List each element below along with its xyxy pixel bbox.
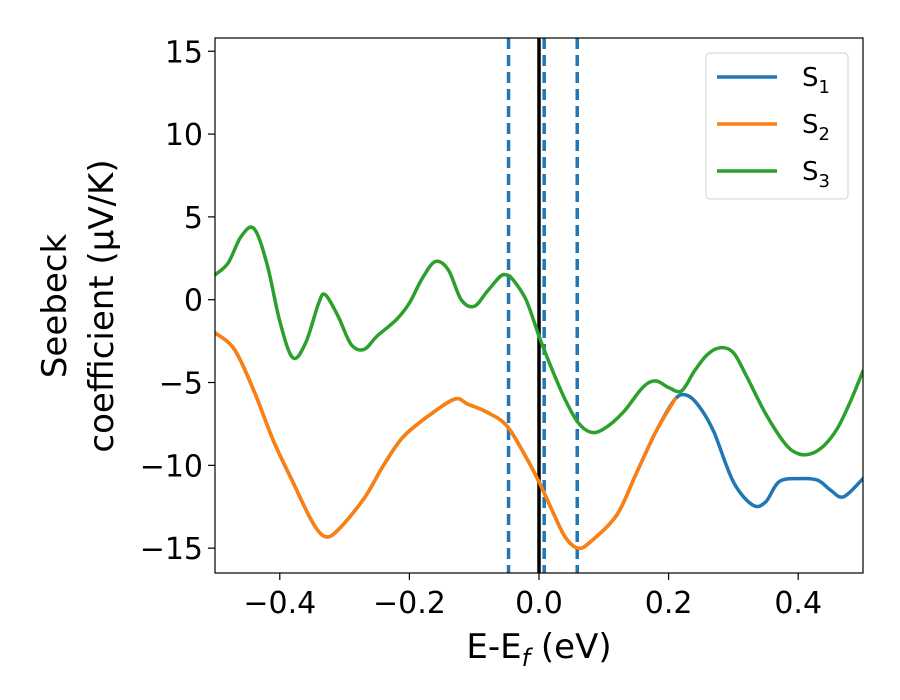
y-axis-title: Seebeck coefficient (μV/K) [35,159,122,452]
y-tick-label: 0 [184,284,203,319]
x-tick-label: −0.4 [243,586,316,621]
x-tick-label: −0.2 [373,586,446,621]
y-tick-label: 5 [184,201,203,236]
series-line-s2 [215,331,677,551]
x-axis-ticks: −0.4 −0.2 0.0 0.2 0.4 [243,573,822,621]
y-tick-label: −15 [140,532,203,567]
y-axis-ticks: 15 10 5 0 −5 −10 −15 [140,35,215,567]
y-tick-label: −5 [159,367,203,402]
legend-box [705,52,849,200]
series-line-s3 [215,225,863,457]
legend-label-s1: S1 [802,63,830,98]
legend: S1 S2 S3 [705,52,849,200]
y-tick-label: 15 [165,35,203,70]
series-lines [215,225,863,551]
y-tick-label: −10 [140,449,203,484]
x-tick-label: 0.0 [515,586,563,621]
x-tick-label: 0.4 [774,586,822,621]
y-axis-title-line2: coefficient (μV/K) [82,159,122,452]
x-axis-title: E-Ef (eV) [466,627,611,672]
y-axis-title-line1: Seebeck [35,234,75,379]
x-tick-label: 0.2 [645,586,693,621]
y-tick-label: 10 [165,118,203,153]
legend-label-s3: S3 [802,157,830,192]
legend-label-s2: S2 [802,110,830,145]
